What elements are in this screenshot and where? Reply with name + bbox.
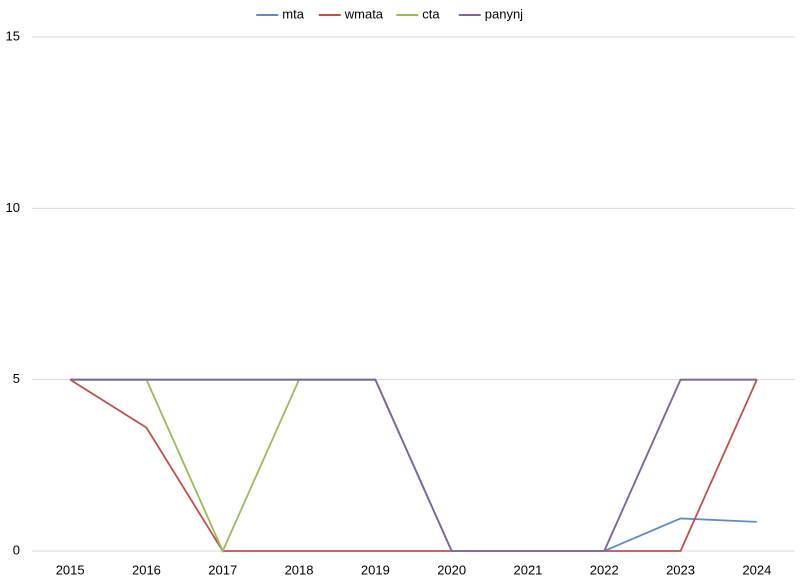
x-tick-label: 2024 <box>742 562 771 577</box>
x-tick-label: 2015 <box>56 562 85 577</box>
series-line <box>69 378 758 552</box>
y-tick-label: 5 <box>13 371 20 386</box>
y-tick-label: 10 <box>6 200 20 215</box>
x-tick-label: 2023 <box>666 562 695 577</box>
x-tick-label: 2017 <box>208 562 237 577</box>
legend-label: panynj <box>485 6 523 21</box>
y-tick-label: 0 <box>13 542 20 557</box>
series-line <box>70 378 757 552</box>
x-tick-label: 2019 <box>361 562 390 577</box>
legend-label: mta <box>282 6 304 21</box>
x-tick-label: 2016 <box>132 562 161 577</box>
x-tick-label: 2021 <box>513 562 542 577</box>
legend-label: cta <box>422 6 440 21</box>
x-tick-label: 2020 <box>437 562 466 577</box>
x-tick-label: 2022 <box>590 562 619 577</box>
y-tick-label: 15 <box>6 28 20 43</box>
legend-label: wmata <box>344 6 384 21</box>
x-tick-label: 2018 <box>285 562 314 577</box>
